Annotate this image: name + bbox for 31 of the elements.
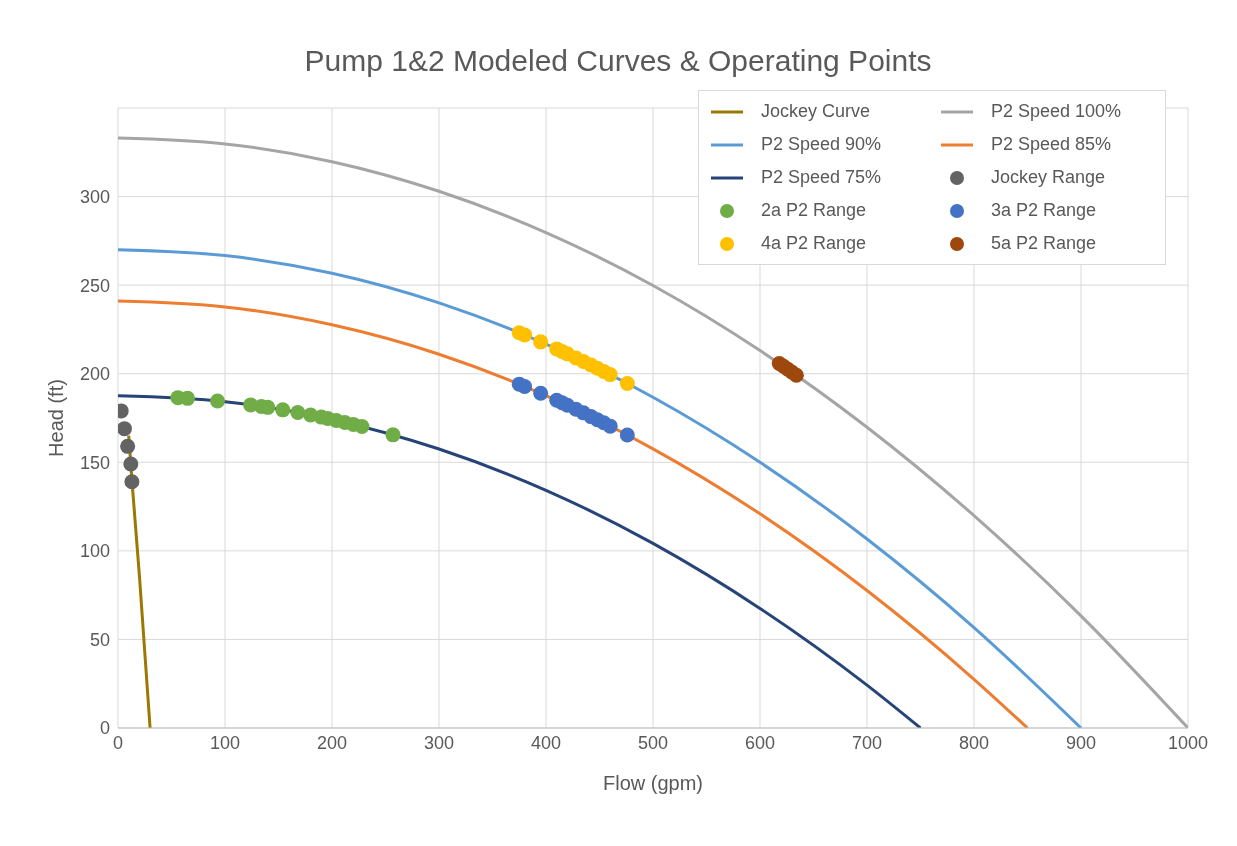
legend-label: P2 Speed 100% (991, 101, 1122, 122)
y-axis-title: Head (ft) (45, 379, 68, 457)
legend-label: 5a P2 Range (991, 233, 1097, 254)
y-tick-label: 300 (79, 186, 110, 207)
x-tick-label: 600 (744, 732, 776, 753)
x-tick-label: 500 (637, 732, 669, 753)
legend-label: P2 Speed 90% (761, 134, 882, 155)
chart-title: Pump 1&2 Modeled Curves & Operating Points (303, 44, 933, 78)
legend-label: P2 Speed 75% (761, 167, 882, 188)
x-axis-title: Flow (gpm) (602, 772, 704, 794)
x-tick-label: 300 (423, 732, 455, 753)
legend-label: Jockey Range (991, 167, 1106, 188)
x-tick-label: 700 (851, 732, 883, 753)
y-tick-label: 100 (79, 541, 110, 562)
x-tick-label: 200 (316, 732, 348, 753)
y-tick-label: 50 (89, 629, 110, 650)
y-tick-label: 0 (99, 718, 110, 739)
y-tick-label: 150 (79, 452, 110, 473)
legend-label: P2 Speed 85% (991, 134, 1112, 155)
x-tick-label: 1000 (1167, 732, 1209, 753)
x-tick-label: 900 (1065, 732, 1097, 753)
x-tick-label: 100 (209, 732, 241, 753)
legend-label: Jockey Curve (761, 101, 871, 122)
x-tick-label: 0 (112, 732, 124, 753)
legend-label: 4a P2 Range (761, 233, 867, 254)
legend-label: 3a P2 Range (991, 200, 1097, 221)
x-tick-label: 400 (530, 732, 562, 753)
legend-label: 2a P2 Range (761, 200, 867, 221)
x-tick-label: 800 (958, 732, 990, 753)
y-tick-label: 200 (79, 364, 110, 385)
y-tick-label: 250 (79, 275, 110, 296)
